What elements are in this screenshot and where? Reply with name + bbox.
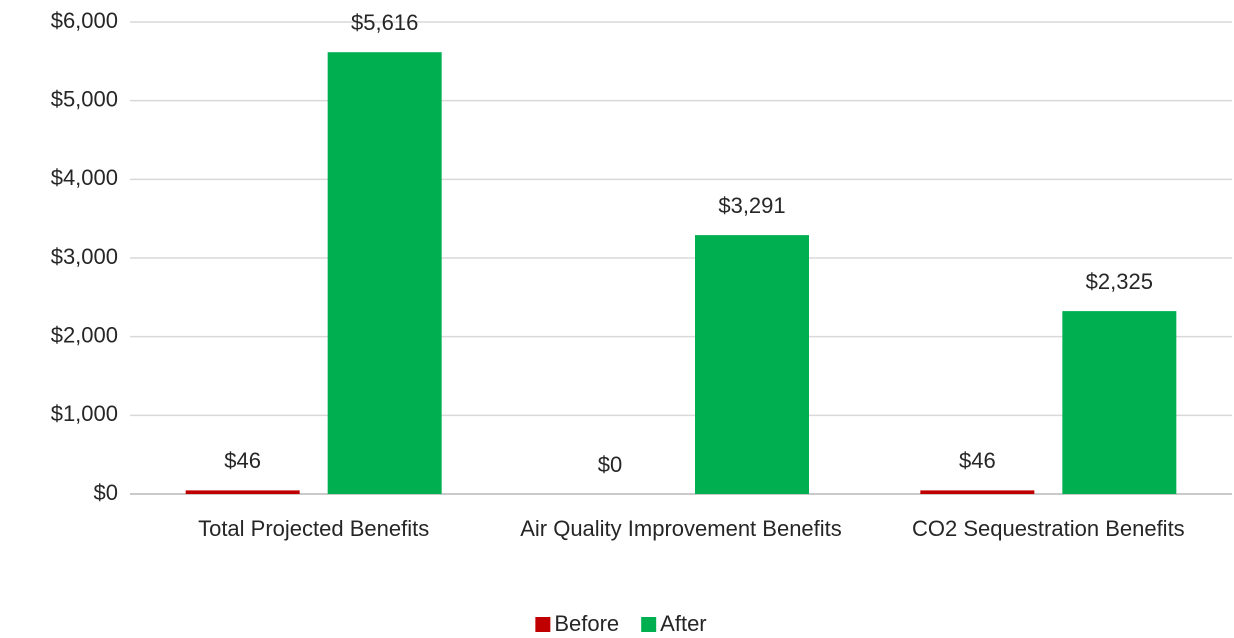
- y-tick-label: $0: [94, 480, 118, 505]
- x-tick-label: Air Quality Improvement Benefits: [520, 516, 842, 541]
- legend-swatch: [535, 617, 551, 632]
- y-tick-label: $5,000: [51, 86, 118, 111]
- y-tick-label: $6,000: [51, 8, 118, 33]
- y-tick-label: $4,000: [51, 165, 118, 190]
- legend-label: After: [660, 611, 706, 636]
- y-tick-label: $1,000: [51, 401, 118, 426]
- data-label: $2,325: [1086, 269, 1153, 294]
- data-label: $3,291: [718, 193, 785, 218]
- y-tick-label: $2,000: [51, 322, 118, 347]
- data-label: $46: [959, 448, 996, 473]
- x-tick-label: Total Projected Benefits: [198, 516, 430, 541]
- data-label: $46: [224, 448, 261, 473]
- legend-swatch: [641, 617, 657, 632]
- data-label: $5,616: [351, 10, 418, 35]
- data-label: $0: [598, 452, 622, 477]
- bar: [327, 52, 442, 494]
- x-tick-label: CO2 Sequestration Benefits: [911, 516, 1185, 541]
- y-tick-label: $3,000: [51, 244, 118, 269]
- bar: [185, 490, 300, 494]
- bar: [1062, 311, 1177, 494]
- bar: [920, 490, 1035, 494]
- bar: [695, 235, 809, 494]
- legend-label: Before: [554, 611, 619, 636]
